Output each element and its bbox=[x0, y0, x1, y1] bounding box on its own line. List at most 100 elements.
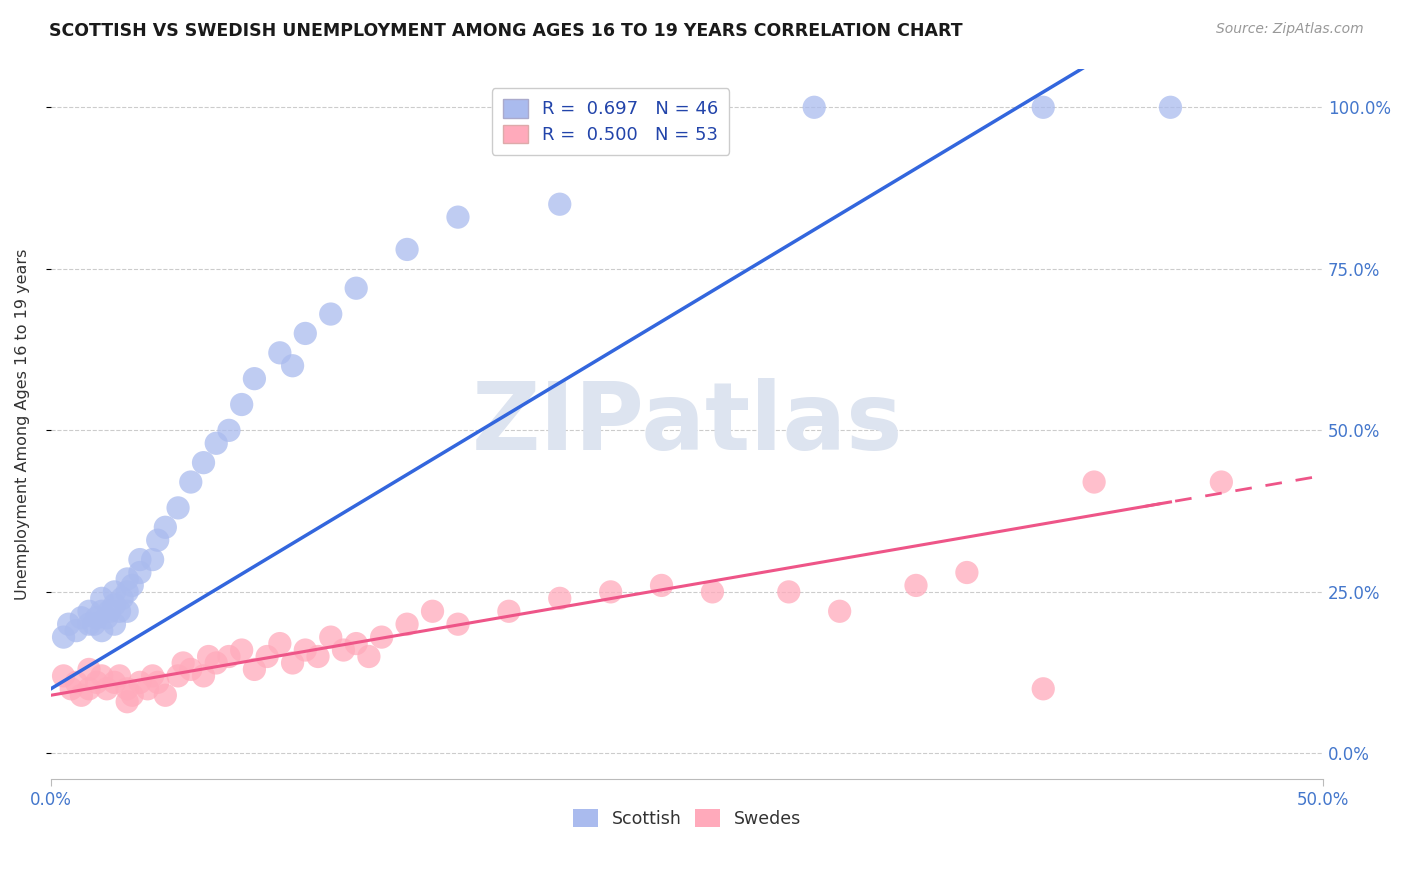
Point bbox=[651, 578, 673, 592]
Point bbox=[1159, 100, 1181, 114]
Point bbox=[904, 578, 927, 592]
Point bbox=[65, 624, 87, 638]
Point bbox=[243, 372, 266, 386]
Point bbox=[269, 636, 291, 650]
Point bbox=[103, 585, 125, 599]
Point bbox=[167, 500, 190, 515]
Point bbox=[108, 604, 131, 618]
Point bbox=[243, 662, 266, 676]
Point bbox=[344, 281, 367, 295]
Point bbox=[197, 649, 219, 664]
Point bbox=[231, 397, 253, 411]
Point bbox=[396, 243, 419, 257]
Point bbox=[193, 669, 215, 683]
Point bbox=[115, 572, 138, 586]
Point bbox=[422, 604, 444, 618]
Point bbox=[155, 688, 177, 702]
Point bbox=[231, 643, 253, 657]
Point bbox=[98, 604, 121, 618]
Point bbox=[294, 326, 316, 341]
Point bbox=[956, 566, 979, 580]
Point bbox=[193, 456, 215, 470]
Point bbox=[121, 688, 143, 702]
Point bbox=[447, 210, 470, 224]
Point bbox=[111, 591, 134, 606]
Point bbox=[58, 617, 80, 632]
Point bbox=[128, 675, 150, 690]
Point bbox=[52, 630, 75, 644]
Point bbox=[103, 598, 125, 612]
Point bbox=[548, 197, 571, 211]
Point bbox=[1032, 681, 1054, 696]
Point bbox=[121, 578, 143, 592]
Point bbox=[1032, 100, 1054, 114]
Text: Source: ZipAtlas.com: Source: ZipAtlas.com bbox=[1216, 22, 1364, 37]
Point bbox=[103, 617, 125, 632]
Point bbox=[676, 100, 699, 114]
Point bbox=[180, 662, 202, 676]
Point bbox=[90, 624, 112, 638]
Point bbox=[90, 591, 112, 606]
Point bbox=[180, 475, 202, 489]
Point bbox=[172, 656, 194, 670]
Point bbox=[90, 604, 112, 618]
Point bbox=[96, 681, 118, 696]
Point bbox=[218, 423, 240, 437]
Point bbox=[142, 552, 165, 566]
Point bbox=[205, 436, 228, 450]
Point bbox=[115, 695, 138, 709]
Point bbox=[319, 307, 342, 321]
Point bbox=[357, 649, 380, 664]
Point bbox=[319, 630, 342, 644]
Point bbox=[83, 617, 105, 632]
Point bbox=[103, 675, 125, 690]
Point bbox=[344, 636, 367, 650]
Point bbox=[128, 566, 150, 580]
Point bbox=[256, 649, 278, 664]
Point bbox=[136, 681, 159, 696]
Point bbox=[108, 669, 131, 683]
Point bbox=[599, 585, 621, 599]
Point bbox=[115, 585, 138, 599]
Point bbox=[52, 669, 75, 683]
Point bbox=[218, 649, 240, 664]
Point bbox=[65, 675, 87, 690]
Point bbox=[60, 681, 83, 696]
Point bbox=[447, 617, 470, 632]
Point bbox=[498, 604, 520, 618]
Point bbox=[90, 669, 112, 683]
Point bbox=[146, 533, 169, 548]
Point bbox=[70, 688, 93, 702]
Point bbox=[86, 675, 108, 690]
Text: ZIPatlas: ZIPatlas bbox=[471, 378, 903, 470]
Y-axis label: Unemployment Among Ages 16 to 19 years: Unemployment Among Ages 16 to 19 years bbox=[15, 248, 30, 599]
Point bbox=[96, 611, 118, 625]
Point bbox=[370, 630, 392, 644]
Point bbox=[702, 585, 724, 599]
Point bbox=[281, 656, 304, 670]
Point bbox=[205, 656, 228, 670]
Point bbox=[396, 617, 419, 632]
Point bbox=[294, 643, 316, 657]
Point bbox=[281, 359, 304, 373]
Point bbox=[778, 585, 800, 599]
Point bbox=[332, 643, 354, 657]
Point bbox=[307, 649, 329, 664]
Point bbox=[77, 662, 100, 676]
Point bbox=[803, 100, 825, 114]
Point bbox=[77, 617, 100, 632]
Point bbox=[548, 591, 571, 606]
Text: SCOTTISH VS SWEDISH UNEMPLOYMENT AMONG AGES 16 TO 19 YEARS CORRELATION CHART: SCOTTISH VS SWEDISH UNEMPLOYMENT AMONG A… bbox=[49, 22, 963, 40]
Point bbox=[142, 669, 165, 683]
Point bbox=[128, 552, 150, 566]
Point bbox=[146, 675, 169, 690]
Point bbox=[269, 346, 291, 360]
Point bbox=[77, 681, 100, 696]
Point bbox=[115, 604, 138, 618]
Point bbox=[155, 520, 177, 534]
Point bbox=[115, 681, 138, 696]
Point bbox=[77, 604, 100, 618]
Point bbox=[828, 604, 851, 618]
Legend: Scottish, Swedes: Scottish, Swedes bbox=[567, 802, 807, 835]
Point bbox=[86, 611, 108, 625]
